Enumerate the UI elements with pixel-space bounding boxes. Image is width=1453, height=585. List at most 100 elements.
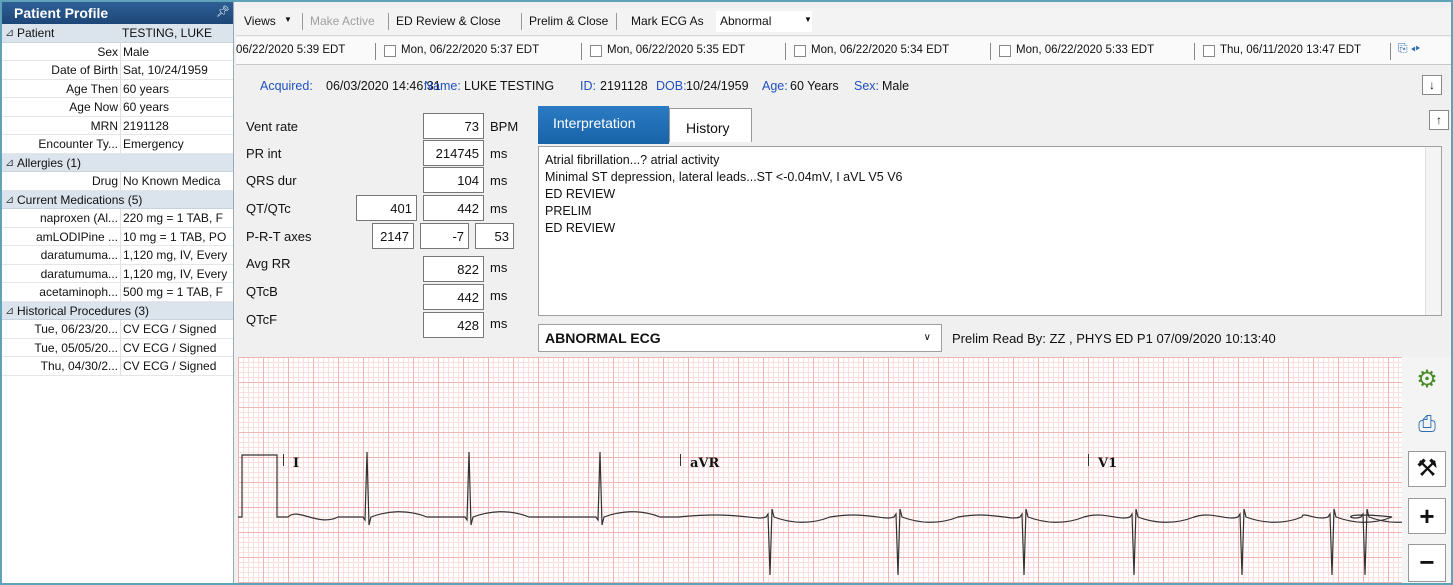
interpretation-text[interactable]: Atrial fibrillation...? atrial activity M…	[538, 146, 1442, 316]
measure-label: QTcB	[246, 284, 278, 299]
row-value: 1,120 mg, IV, Every	[123, 266, 228, 281]
measure-value: 401	[390, 201, 412, 216]
separator	[1390, 43, 1391, 60]
row-label: daratumuma...	[40, 266, 118, 281]
tab-checkbox[interactable]	[999, 45, 1011, 57]
row-value: No Known Medica	[123, 174, 221, 188]
lead-label: V1	[1098, 456, 1118, 471]
dropdown-arrow: ∨	[923, 332, 931, 343]
measure-unit: ms	[490, 260, 508, 275]
zoom-out[interactable]: −	[1408, 544, 1446, 582]
row-value: Male	[123, 44, 150, 59]
section-row[interactable]: ⊿ Historical Procedures (3)	[2, 301, 233, 320]
separator	[616, 13, 617, 30]
interp-line: ED REVIEW	[545, 221, 616, 235]
toolbar-button[interactable]: ED Review & Close	[396, 14, 501, 28]
mark-value: Abnormal	[720, 14, 772, 28]
expand-glyph: ⊿	[5, 27, 15, 39]
date-tabs: 06/22/2020 5:39 EDT Mon, 06/22/2020 5:37 …	[236, 37, 1451, 65]
info-value: 60 Years	[790, 79, 839, 93]
toolbar-button[interactable]: Make Active	[310, 14, 375, 28]
measure-box[interactable]: 214745	[423, 140, 484, 166]
profile-row: daratumuma... 1,120 mg, IV, Every	[2, 246, 233, 265]
section-row[interactable]: ⊿ Allergies (1)	[2, 153, 233, 172]
measure-box[interactable]: -7	[420, 223, 469, 249]
info-label: Sex:	[854, 79, 880, 93]
section-row[interactable]: ⊿ Patient TESTING, LUKE	[2, 24, 233, 43]
toolbar-button[interactable]: Prelim & Close	[529, 14, 609, 28]
expand-glyph: ⊿	[5, 156, 15, 169]
column-divider	[120, 42, 121, 60]
measure-box[interactable]: 53	[475, 223, 514, 249]
column-divider	[120, 338, 121, 356]
info-label: DOB:	[656, 79, 687, 93]
profile-row: Tue, 05/05/20... CV ECG / Signed	[2, 338, 233, 357]
pin-icon[interactable]: 📌︎	[216, 6, 230, 18]
expand-button[interactable]: ↓	[1422, 75, 1442, 95]
tab-checkbox[interactable]	[590, 45, 602, 57]
measure-value: 442	[457, 201, 479, 216]
date-tab[interactable]: Mon, 06/22/2020 5:37 EDT	[401, 44, 540, 56]
measure-box[interactable]: 73	[423, 113, 484, 139]
measure-box[interactable]: 442	[423, 284, 484, 310]
separator	[302, 13, 303, 30]
measure-box[interactable]: 428	[423, 312, 484, 338]
section-row[interactable]: ⊿ Current Medications (5)	[2, 190, 233, 209]
row-label: amLODIPine ...	[35, 229, 118, 244]
measure-box[interactable]: 104	[423, 167, 484, 193]
column-divider	[120, 79, 121, 97]
measure-unit: ms	[490, 146, 508, 161]
measure-box[interactable]: 2147	[372, 223, 414, 249]
row-label: Tue, 05/05/20...	[34, 340, 118, 355]
measure-box[interactable]: 822	[423, 256, 484, 282]
row-label: acetaminoph...	[39, 285, 118, 299]
info-value: LUKE TESTING	[464, 79, 555, 93]
info-value: 2191128	[600, 79, 648, 93]
measure-box[interactable]: 401	[356, 195, 417, 221]
measure-tool[interactable]: ⚒	[1408, 451, 1446, 487]
date-tab[interactable]: 06/22/2020 5:39 EDT	[236, 44, 346, 56]
print-icon[interactable]: ⎙	[1418, 411, 1436, 436]
info-label: Age:	[762, 79, 788, 93]
date-tab[interactable]: Mon, 06/22/2020 5:34 EDT	[811, 44, 950, 56]
tab-nav[interactable]: ⎘ ◂▸	[1398, 41, 1421, 55]
interp-tab[interactable]: Interpretation	[538, 106, 669, 144]
zoom-in[interactable]: +	[1408, 498, 1446, 534]
interp-tab[interactable]: History	[669, 108, 752, 142]
tab-checkbox[interactable]	[794, 45, 806, 57]
section-value: TESTING, LUKE	[122, 26, 213, 40]
date-tab[interactable]: Thu, 06/11/2020 13:47 EDT	[1220, 44, 1362, 56]
tab-checkbox[interactable]	[1203, 45, 1215, 57]
measure-unit: ms	[490, 201, 508, 216]
settings-icon[interactable]: ⚙	[1416, 366, 1438, 393]
interp-line: ED REVIEW	[545, 187, 616, 201]
statement-dropdown[interactable]: ABNORMAL ECG ∨	[538, 324, 942, 352]
separator	[785, 43, 786, 60]
measure-box[interactable]: 442	[423, 195, 484, 221]
row-label: Date of Birth	[51, 63, 118, 77]
lead-marker	[680, 454, 681, 466]
tab-checkbox[interactable]	[384, 45, 396, 57]
date-tab[interactable]: Mon, 06/22/2020 5:33 EDT	[1016, 44, 1155, 56]
scrollbar[interactable]	[1425, 147, 1441, 315]
column-divider	[120, 283, 121, 301]
column-divider	[120, 98, 121, 116]
section-title: Patient	[17, 26, 55, 40]
left-panel: Patient Profile 📌︎ ⊿ Patient TESTING, LUKE…	[2, 2, 234, 583]
date-tab[interactable]: Mon, 06/22/2020 5:35 EDT	[607, 44, 746, 56]
profile-row: naproxen (Al... 220 mg = 1 TAB, F	[2, 209, 233, 228]
collapse-button[interactable]: ↑	[1429, 110, 1449, 130]
ecg-tools: ⚙ ⎙ ⚒ + −	[1402, 357, 1451, 583]
measure-value: 104	[457, 173, 479, 188]
expand-glyph: ⊿	[5, 304, 15, 317]
measure-label: Avg RR	[246, 256, 291, 271]
row-value: Emergency	[123, 137, 184, 151]
row-value: CV ECG / Signed	[123, 340, 217, 355]
left-panel-header: Patient Profile 📌︎	[2, 2, 233, 24]
row-value: 500 mg = 1 TAB, F	[123, 285, 223, 299]
mark-dropdown[interactable]: Abnormal ▼	[716, 11, 812, 32]
row-value: 10 mg = 1 TAB, PO	[123, 229, 227, 244]
toolbar-button[interactable]: Views	[244, 14, 276, 28]
measurements-panel: Vent rate 73 BPM PR int 214745 ms QRS dur 104 ms…	[238, 102, 530, 356]
